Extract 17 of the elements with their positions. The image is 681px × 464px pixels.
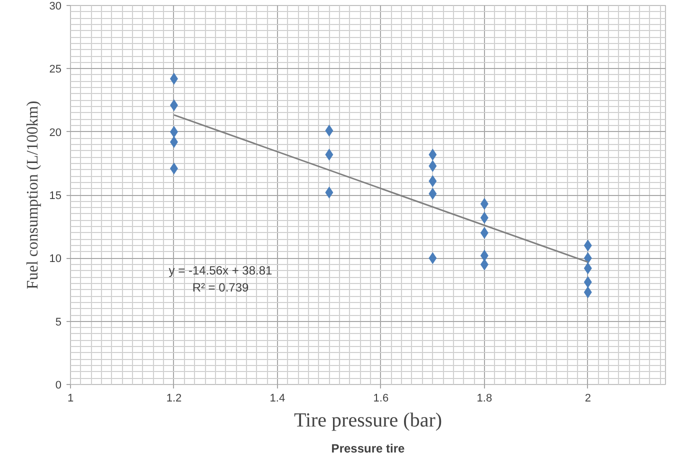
x-axis-title: Tire pressure (bar) (294, 410, 442, 432)
annotation: y = -14.56x + 38.81 R² = 0.739 (168, 264, 273, 294)
text: Pressure tire (331, 442, 406, 456)
x-tick-label: 1.6 (373, 392, 389, 404)
x-tick-label: 1.4 (270, 392, 286, 404)
y-axis-title: Fuel consumption (L/100km) (24, 100, 42, 290)
x-tick-label: 2 (584, 392, 591, 404)
y-tick-label: 10 (49, 253, 62, 266)
y-tick-label: 20 (49, 126, 62, 139)
y-tick-label: 15 (49, 190, 62, 202)
y-tick-label: 30 (49, 0, 62, 12)
x-tick-label: 1.8 (476, 392, 492, 404)
y-tick-label: 0 (55, 380, 62, 392)
y-tick-label: 25 (49, 64, 62, 76)
y-tick-label: 5 (55, 316, 62, 328)
x-tick-label: 1 (67, 392, 74, 404)
x-tick-label: 1.2 (166, 392, 182, 404)
